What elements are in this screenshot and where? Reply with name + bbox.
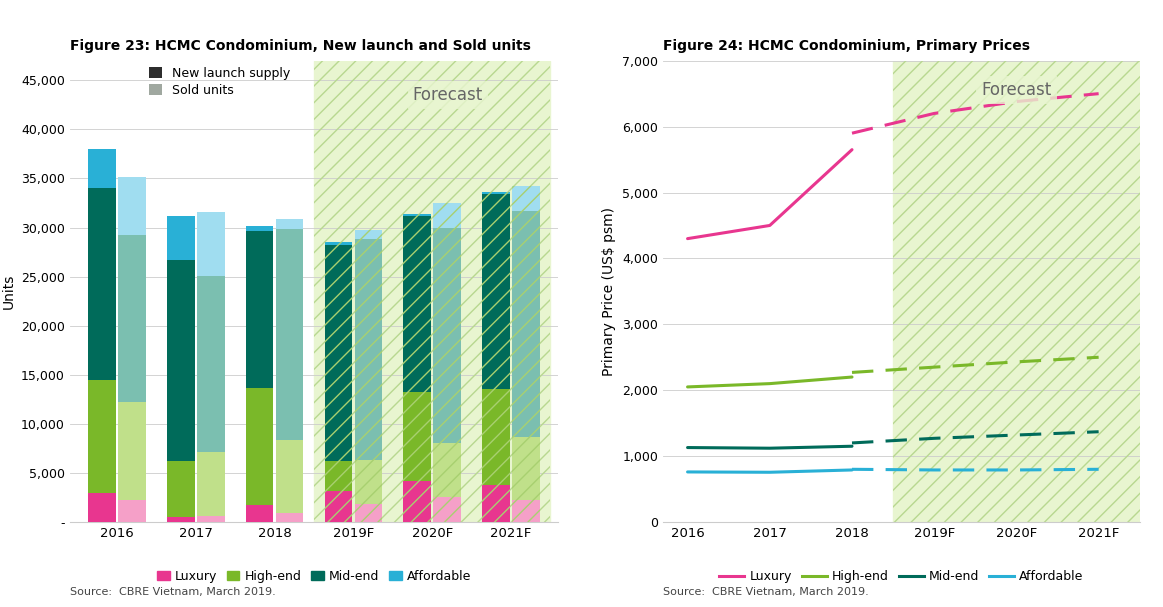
Bar [512,500,540,522]
Bar [512,211,540,436]
Bar [88,380,116,492]
Bar [355,229,383,239]
Bar [324,490,352,522]
Bar [355,239,383,460]
Bar [434,444,461,498]
Bar [893,61,1140,522]
Legend: Luxury, High-end, Mid-end, Affordable: Luxury, High-end, Mid-end, Affordable [152,565,476,588]
Bar [355,504,383,522]
Bar [355,460,383,504]
Bar [483,194,509,388]
Bar [167,517,194,522]
Bar [119,177,145,236]
Bar [324,461,352,490]
Bar [893,61,1140,522]
Bar [119,236,145,402]
Bar [434,203,461,228]
Bar [512,436,540,500]
Y-axis label: Units: Units [1,274,15,309]
Bar [355,504,383,522]
Bar [404,481,431,522]
Bar [245,387,273,506]
Bar [276,513,304,522]
Bar [355,229,383,239]
Bar [434,444,461,498]
Bar [314,61,550,522]
Bar [404,214,431,215]
Bar [197,212,224,276]
Bar [483,192,509,194]
Bar [324,242,352,245]
Bar [324,245,352,461]
Bar [245,226,273,231]
Bar [483,192,509,194]
Bar [483,485,509,522]
Text: Figure 24: HCMC Condominium, Primary Prices: Figure 24: HCMC Condominium, Primary Pri… [663,39,1030,53]
Bar [324,490,352,522]
Bar [404,214,431,215]
Bar [404,481,431,522]
Bar [324,245,352,461]
Bar [167,260,194,461]
Text: Source:  CBRE Vietnam, March 2019.: Source: CBRE Vietnam, March 2019. [70,587,276,597]
Bar [197,452,224,516]
Bar [483,388,509,485]
Bar [355,239,383,460]
Bar [434,498,461,522]
Bar [276,219,304,229]
Bar [483,485,509,522]
Bar [314,61,393,522]
Bar [471,61,550,522]
Y-axis label: Primary Price (US$ psm): Primary Price (US$ psm) [602,207,616,376]
Bar [276,229,304,439]
Bar [404,215,431,393]
Text: Forecast: Forecast [413,86,483,104]
Bar [119,500,145,522]
Bar [324,242,352,245]
Bar [434,203,461,228]
Bar [276,439,304,513]
Bar [404,393,431,481]
Bar [197,516,224,522]
Bar [434,228,461,444]
Bar [512,211,540,436]
Bar [512,500,540,522]
Bar [434,498,461,522]
Bar [434,228,461,444]
Bar [512,186,540,211]
Bar [512,436,540,500]
Text: Source:  CBRE Vietnam, March 2019.: Source: CBRE Vietnam, March 2019. [663,587,869,597]
Bar [483,194,509,388]
Bar [512,186,540,211]
Bar [88,492,116,522]
Bar [167,215,194,260]
Bar [88,188,116,380]
Bar [355,460,383,504]
Text: Forecast: Forecast [982,81,1051,100]
Bar [404,215,431,393]
Bar [88,149,116,188]
Bar [393,61,471,522]
Bar [197,276,224,452]
Bar [119,402,145,500]
Bar [167,461,194,517]
Text: Figure 23: HCMC Condominium, New launch and Sold units: Figure 23: HCMC Condominium, New launch … [70,39,530,53]
Bar [245,506,273,522]
Bar [483,388,509,485]
Bar [245,231,273,387]
Legend: Luxury, High-end, Mid-end, Affordable: Luxury, High-end, Mid-end, Affordable [714,565,1089,588]
Bar [404,393,431,481]
Bar [324,461,352,490]
